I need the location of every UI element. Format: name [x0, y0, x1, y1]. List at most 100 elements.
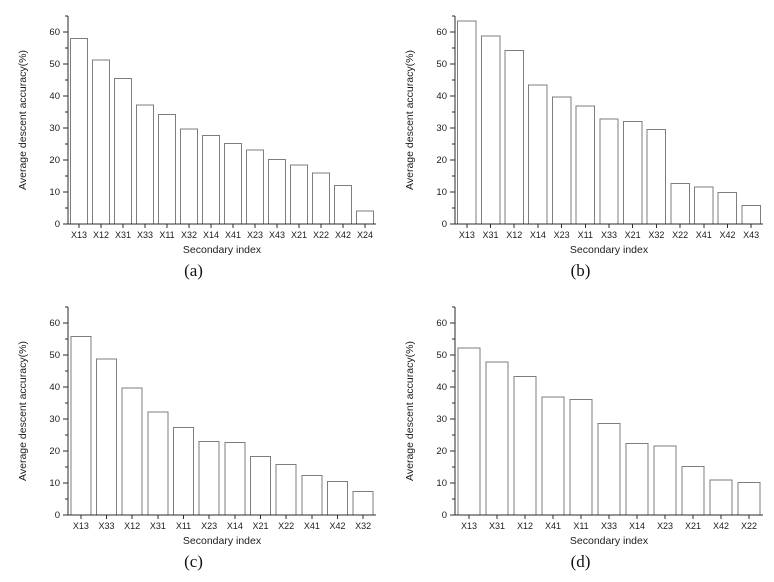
x-tick-label: X13	[459, 230, 475, 240]
bar	[311, 172, 331, 225]
bar	[504, 50, 524, 225]
y-tick-label: 40	[49, 382, 60, 393]
x-axis-title: Secondary index	[570, 244, 649, 256]
y-tick-label: 40	[436, 382, 447, 393]
bar	[224, 441, 246, 516]
bar	[575, 105, 596, 225]
chart-d-caption: (d)	[570, 552, 591, 571]
bar	[541, 396, 565, 516]
bar	[653, 445, 677, 516]
x-tick-label: X42	[713, 521, 729, 531]
bar	[709, 479, 733, 516]
y-tick-label: 50	[49, 350, 60, 361]
y-tick-label: 0	[55, 510, 60, 521]
y-axis-title: Average descent accuracy(%)	[404, 341, 416, 481]
y-tick-label: 20	[436, 155, 447, 166]
x-tick-label: X42	[719, 230, 735, 240]
x-tick-label: X12	[517, 521, 533, 531]
x-tick-label: X33	[98, 521, 114, 531]
bar	[569, 398, 593, 516]
bar	[289, 164, 309, 225]
bar	[201, 134, 221, 225]
bar	[135, 104, 155, 225]
x-tick-label: X32	[181, 230, 197, 240]
x-tick-label: X14	[203, 230, 219, 240]
x-tick-label: X22	[741, 521, 757, 531]
chart-d-canvas: 0 10 20 30 40 50 60 X13 X31 X12 X41 X11 X33 X14 X23 X21…	[404, 306, 763, 547]
bar	[249, 455, 272, 516]
bar	[69, 37, 89, 225]
bar	[198, 440, 220, 516]
bar	[275, 463, 297, 516]
y-tick-label: 60	[49, 27, 60, 38]
y-tick-label: 20	[49, 155, 60, 166]
bar	[457, 20, 477, 225]
y-tick-label: 10	[436, 478, 447, 489]
x-tick-label: X21	[291, 230, 307, 240]
x-axis-title: Secondary index	[183, 535, 262, 547]
chart-a-caption: (a)	[184, 261, 203, 280]
y-axis-title: Average descent accuracy(%)	[17, 50, 29, 190]
x-tick-label: X14	[530, 230, 546, 240]
bar	[70, 335, 92, 516]
x-tick-label: X33	[601, 230, 617, 240]
chart-b: 0 10 20 30 40 50 60 X13 X31 X12 X14 X23 X11 X33 X21 X32…	[387, 0, 774, 291]
bar	[681, 466, 705, 516]
x-tick-label: X14	[629, 521, 645, 531]
x-tick-label: X23	[247, 230, 263, 240]
x-tick-label: X13	[73, 521, 89, 531]
bar	[485, 361, 509, 516]
x-tick-label: X11	[578, 230, 593, 240]
y-tick-label: 60	[436, 27, 447, 38]
bar	[599, 118, 619, 225]
bar	[245, 149, 265, 225]
x-tick-label: X42	[329, 521, 345, 531]
bar	[179, 128, 199, 225]
x-tick-label: X41	[696, 230, 712, 240]
x-axis-title: Secondary index	[570, 535, 649, 547]
y-tick-label: 60	[436, 318, 447, 329]
y-tick-label: 60	[49, 318, 60, 329]
bar	[121, 387, 143, 516]
y-tick-label: 40	[436, 91, 447, 102]
x-axis-title: Secondary index	[183, 244, 262, 256]
x-tick-label: X22	[313, 230, 329, 240]
bar	[646, 129, 667, 225]
x-tick-label: X41	[304, 521, 320, 531]
y-tick-label: 50	[436, 59, 447, 70]
y-tick-label: 10	[49, 187, 60, 198]
y-tick-label: 30	[436, 414, 447, 425]
y-axis-title: Average descent accuracy(%)	[404, 50, 416, 190]
x-tick-label: X12	[124, 521, 140, 531]
x-tick-label: X11	[573, 521, 588, 531]
y-tick-label: 30	[436, 123, 447, 134]
x-tick-label: X22	[278, 521, 294, 531]
bar	[267, 159, 287, 225]
bar	[355, 210, 375, 225]
bar	[95, 358, 118, 516]
x-tick-label: X42	[335, 230, 351, 240]
chart-c-canvas: 0 10 20 30 40 50 60 X13 X33 X12 X31 X11 X23 X14 X21 X22…	[17, 306, 376, 547]
chart-b-canvas: 0 10 20 30 40 50 60 X13 X31 X12 X14 X23 X11 X33 X21 X32…	[404, 15, 763, 256]
bar	[694, 186, 714, 225]
bar	[670, 182, 690, 225]
y-tick-label: 0	[442, 219, 447, 230]
x-tick-label: X23	[554, 230, 570, 240]
bar	[301, 474, 323, 516]
chart-d: 0 10 20 30 40 50 60 X13 X31 X12 X41 X11 X33 X14 X23 X21…	[387, 291, 774, 582]
x-tick-label: X43	[743, 230, 759, 240]
x-tick-label: X22	[672, 230, 688, 240]
bar	[223, 143, 243, 225]
bar	[326, 481, 349, 516]
x-tick-label: X14	[227, 521, 243, 531]
x-tick-label: X13	[71, 230, 87, 240]
bar	[333, 185, 353, 225]
x-tick-label: X23	[657, 521, 673, 531]
x-tick-label: X13	[461, 521, 477, 531]
y-axis-title: Average descent accuracy(%)	[17, 341, 29, 481]
bar	[352, 490, 374, 516]
bar	[147, 411, 169, 516]
x-tick-label: X41	[545, 521, 561, 531]
bar	[551, 96, 572, 225]
